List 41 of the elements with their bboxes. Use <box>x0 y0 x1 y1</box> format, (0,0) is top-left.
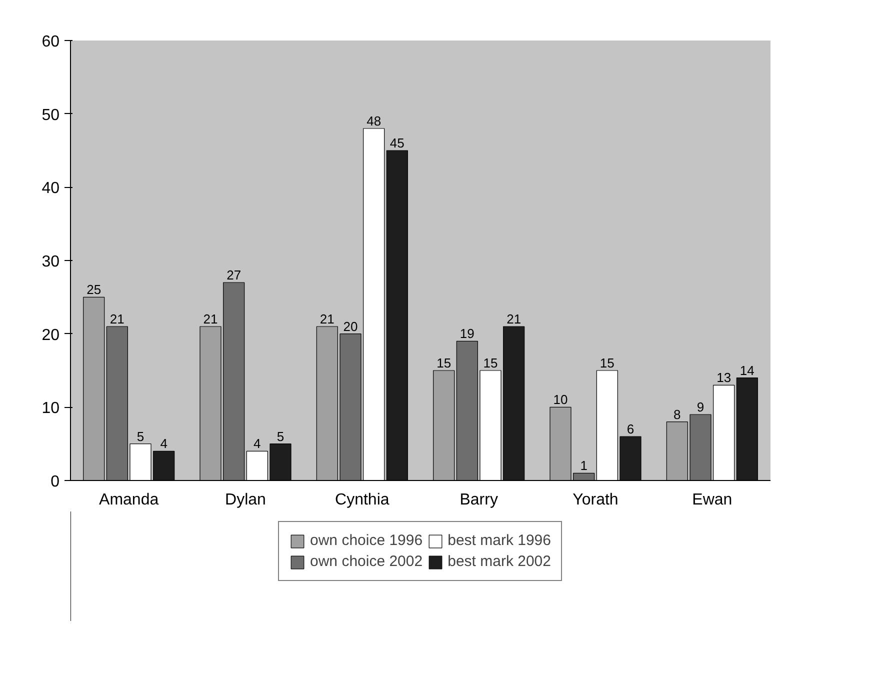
data-label: 15 <box>483 356 498 370</box>
data-label: 4 <box>160 436 168 452</box>
data-label: 25 <box>86 282 102 298</box>
x-tick-label: Yorath <box>572 492 618 508</box>
data-label: 21 <box>320 312 334 326</box>
data-label: 21 <box>110 312 124 326</box>
x-tick-label: Barry <box>460 492 498 508</box>
data-label: 5 <box>136 428 144 444</box>
data-label: 10 <box>553 392 568 408</box>
data-label: 9 <box>696 400 704 414</box>
y-tick-label: 60 <box>42 34 60 50</box>
y-tick-label: 50 <box>42 106 60 124</box>
data-label: 27 <box>226 268 242 282</box>
y-tick-label: 20 <box>42 326 60 344</box>
legend-label: own choice 2002 <box>310 553 423 570</box>
data-label: 15 <box>600 356 614 370</box>
data-label: 6 <box>626 422 634 436</box>
data-label: 14 <box>740 362 754 378</box>
data-label: 48 <box>366 114 382 128</box>
data-label: 19 <box>460 326 474 342</box>
x-tick-label: Ewan <box>692 492 732 508</box>
data-label: 15 <box>436 356 452 370</box>
data-label: 4 <box>254 436 261 452</box>
data-label: 20 <box>343 318 358 334</box>
y-tick-label: 30 <box>42 254 60 270</box>
data-label: 8 <box>674 406 681 422</box>
x-tick-label: Cynthia <box>335 492 390 508</box>
y-tick-label: 10 <box>42 400 60 418</box>
data-label: 13 <box>716 370 732 386</box>
y-tick-label: 0 <box>50 474 60 490</box>
data-label: 5 <box>276 428 284 444</box>
data-label: 21 <box>506 312 522 326</box>
data-label: 21 <box>203 312 218 326</box>
data-label: 1 <box>580 458 588 474</box>
x-tick-label: Dylan <box>225 492 266 508</box>
data-label: 45 <box>390 136 404 150</box>
legend-label: best mark 2002 <box>448 553 551 570</box>
y-tick-label: 40 <box>42 180 60 198</box>
legend-label: own choice 1996 <box>310 532 423 549</box>
legend-label: best mark 1996 <box>448 532 551 549</box>
x-tick-label: Amanda <box>99 492 159 508</box>
